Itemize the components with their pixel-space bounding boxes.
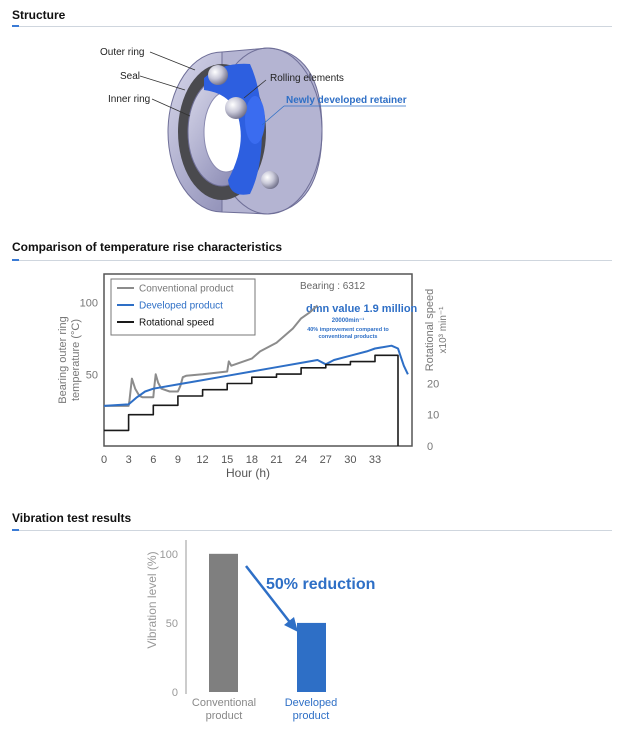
x-tick-label: 33: [369, 454, 381, 466]
leader-line: [151, 98, 191, 117]
legend-box: [110, 278, 256, 336]
bearing-label: Bearing : 6312: [300, 281, 365, 292]
y-right-tick-label: 20: [427, 378, 439, 390]
y-right-tick-label: 0: [427, 441, 433, 453]
y-right-tick-label: 10: [427, 410, 439, 422]
x-tick-label: 21: [270, 454, 282, 466]
dmn-improvement: 40% improvement compared to conventional …: [307, 327, 389, 340]
section-divider-accent: [12, 25, 19, 27]
x-tick-label: 18: [246, 454, 258, 466]
reduction-arrowhead: [284, 617, 298, 632]
x-tick-label: 30: [344, 454, 356, 466]
bearing-structure-diagram: Outer ring Seal Inner ring Rolling eleme…: [100, 47, 407, 215]
x-tick-label: 27: [320, 454, 332, 466]
vibration-category-label: Conventional: [192, 697, 256, 709]
y-left-tick-label: 100: [80, 298, 98, 310]
leader-line: [149, 51, 196, 71]
x-tick-label: 15: [221, 454, 233, 466]
label-seal: Seal: [120, 71, 140, 82]
series-line-developed-product: [103, 344, 409, 407]
section-title-temperature: Comparison of temperature rise character…: [12, 240, 283, 254]
vibration-category-label: Developed: [285, 697, 338, 709]
y-left-tick-label: 50: [86, 369, 98, 381]
x-tick-label: 24: [295, 454, 307, 466]
x-axis-label: Hour (h): [226, 466, 270, 480]
vibration-bar: [209, 553, 238, 692]
y-axis-label-right-line1: Rotational speed: [424, 289, 436, 372]
vibration-y-tick-label: 0: [172, 687, 178, 699]
label-rolling-elements: Rolling elements: [270, 73, 344, 84]
x-tick-label: 12: [196, 454, 208, 466]
y-axis-label-left-line2: temperature (°C): [70, 319, 82, 401]
x-tick-label: 6: [150, 454, 156, 466]
bearing-retainer: [204, 63, 265, 195]
bearing-rolling-elements: [208, 65, 279, 189]
section-divider-accent: [12, 529, 19, 531]
label-outer-ring: Outer ring: [100, 47, 144, 58]
legend-label: Rotational speed: [139, 318, 214, 329]
section-divider-accent: [12, 259, 19, 261]
vibration-bar: [297, 622, 326, 692]
section-title-vibration: Vibration test results: [12, 511, 132, 525]
leader-line: [139, 75, 186, 91]
label-retainer: Newly developed retainer: [286, 95, 407, 106]
vibration-category-label: product: [293, 710, 330, 722]
reduction-arrow: [245, 565, 293, 626]
section-divider: [12, 260, 612, 261]
x-tick-label: 3: [126, 454, 132, 466]
section-divider: [12, 530, 612, 531]
section-divider: [12, 26, 612, 27]
legend-label: Developed product: [139, 301, 223, 312]
y-axis-label-right-line2: x10³ min⁻¹: [438, 306, 449, 354]
y-axis-label-left-line1: Bearing outer ring: [57, 316, 69, 403]
leader-line: [243, 79, 267, 99]
series-line-conventional-product: [104, 304, 319, 407]
series-line-rotational-speed: [104, 354, 399, 446]
reduction-label: 50% reduction: [266, 576, 375, 593]
vibration-y-tick-label: 50: [166, 618, 178, 630]
dmn-speed: 20000min⁻¹: [332, 317, 365, 324]
vibration-chart: Vibration level (%) ConventionalproductD…: [145, 540, 375, 722]
label-inner-ring: Inner ring: [108, 94, 150, 105]
legend-label: Conventional product: [139, 284, 234, 295]
vib-y-axis-label: Vibration level (%): [145, 551, 159, 648]
vibration-category-label: product: [206, 710, 243, 722]
section-title-structure: Structure: [12, 8, 66, 22]
x-tick-label: 0: [101, 454, 107, 466]
dmn-headline: dmn value 1.9 million: [306, 303, 418, 315]
x-tick-label: 9: [175, 454, 181, 466]
vibration-y-tick-label: 100: [160, 549, 178, 561]
leader-line: [261, 105, 285, 126]
